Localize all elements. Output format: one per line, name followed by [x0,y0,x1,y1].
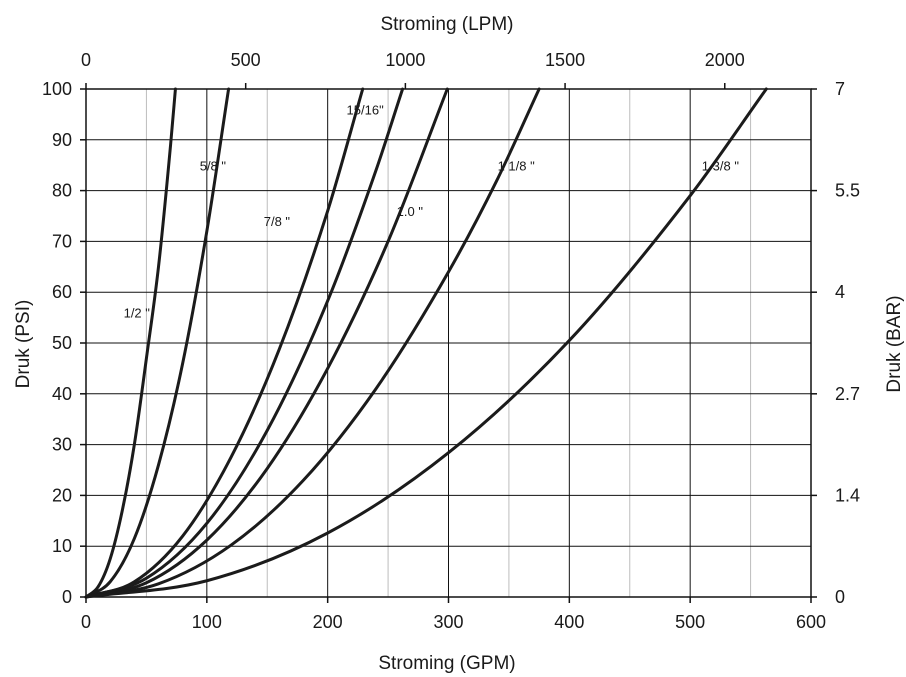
y-tick-label: 70 [52,231,72,251]
right-tick-label: 7 [835,79,845,99]
right-tick-label: 1.4 [835,485,860,505]
right-tick-label: 0 [835,587,845,607]
x-tick-label: 0 [81,612,91,632]
top-tick-label: 1500 [545,50,585,70]
curve-label-2: 5/8 " [200,158,227,173]
right-tick-label: 5.5 [835,181,860,201]
curve-labels: 1/2 " 5/8 " 7/8 " 15/16" 1.0 " 1 1/8 " 1 3/8 " [124,102,740,320]
curve-series-7 [84,87,768,599]
major-gridlines [86,89,811,597]
y-tick-label: 80 [52,181,72,201]
y-tick-label: 60 [52,282,72,302]
y-axis-title: Druk (PSI) [13,300,34,389]
top-axis-title: Stroming (LPM) [380,14,513,35]
right-tick-label: 2.7 [835,384,860,404]
top-tick-label: 1000 [385,50,425,70]
x-tick-label: 100 [192,612,222,632]
x-tick-label: 600 [796,612,826,632]
curve-series-1 [84,87,177,599]
right-tick-label: 4 [835,282,845,302]
top-axis-ticks: 0 500 1000 1500 2000 [81,50,745,89]
curve-label-3: 7/8 " [264,214,291,229]
y-tick-label: 20 [52,485,72,505]
curve-series-2 [84,87,231,599]
top-tick-label: 0 [81,50,91,70]
y-axis-ticks: 0 10 20 30 40 50 60 70 80 90 100 [42,79,86,607]
y-tick-label: 0 [62,587,72,607]
curve-series-4 [84,87,405,599]
curve-label-6: 1 1/8 " [498,158,536,173]
x-axis-title: Stroming (GPM) [378,653,515,674]
y-tick-label: 100 [42,79,72,99]
top-tick-label: 2000 [705,50,745,70]
x-axis-ticks: 0 100 200 300 400 500 600 [81,597,826,632]
curves [84,87,768,599]
y-tick-label: 30 [52,435,72,455]
right-axis-title: Druk (BAR) [884,295,905,392]
curve-label-4: 15/16" [347,102,385,117]
y-tick-label: 50 [52,333,72,353]
y-tick-label: 40 [52,384,72,404]
x-tick-label: 500 [675,612,705,632]
curve-series-5 [84,87,449,599]
right-axis-ticks: 0 1.4 2.7 4 5.5 7 [811,79,860,607]
x-tick-label: 200 [313,612,343,632]
x-tick-label: 300 [433,612,463,632]
curve-series-6 [84,87,541,599]
top-tick-label: 500 [231,50,261,70]
x-tick-label: 400 [554,612,584,632]
curve-label-1: 1/2 " [124,306,151,321]
y-tick-label: 90 [52,130,72,150]
y-tick-label: 10 [52,536,72,556]
curve-label-5: 1.0 " [397,204,424,219]
curve-label-7: 1 3/8 " [702,158,740,173]
curve-series-3 [84,87,365,599]
